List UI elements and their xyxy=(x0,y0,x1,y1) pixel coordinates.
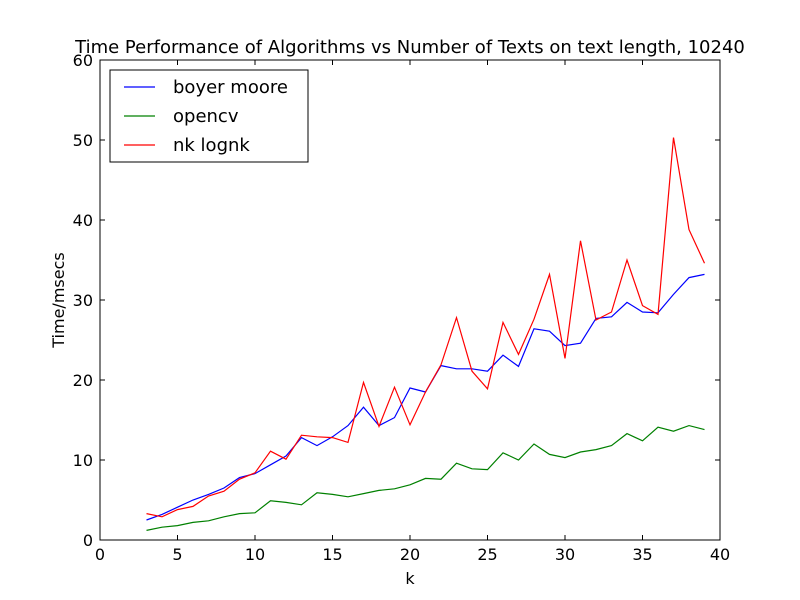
y-tick-label: 10 xyxy=(73,451,93,470)
y-tick-label: 30 xyxy=(73,291,93,310)
y-tick-label: 20 xyxy=(73,371,93,390)
y-tick-label: 50 xyxy=(73,131,93,150)
series-line-opencv xyxy=(146,424,705,531)
series-line-nk-lognk xyxy=(146,137,706,518)
legend-label-boyer-moore: boyer moore xyxy=(173,77,288,98)
y-tick-label: 60 xyxy=(73,51,93,70)
legend-label-nk-lognk: nk lognk xyxy=(173,135,250,156)
axis-ticks: 0 5 10 15 20 25 30 35 40 0 10 20 30 40 50 60 xyxy=(73,51,731,564)
x-tick-label: 35 xyxy=(632,545,652,564)
x-tick-label: 30 xyxy=(555,545,575,564)
x-tick-label: 10 xyxy=(245,545,265,564)
y-tick-label: 40 xyxy=(73,211,93,230)
chart-title: Time Performance of Algorithms vs Number… xyxy=(74,37,745,58)
x-tick-label: 25 xyxy=(477,545,497,564)
x-tick-label: 15 xyxy=(322,545,342,564)
x-tick-label: 20 xyxy=(400,545,420,564)
plot-area xyxy=(146,137,706,531)
y-axis-label: Time/msecs xyxy=(49,252,68,348)
legend-label-opencv: opencv xyxy=(173,106,239,127)
y-tick-label: 0 xyxy=(83,531,93,550)
x-tick-label: 5 xyxy=(172,545,182,564)
legend: boyer moore opencv nk lognk xyxy=(109,69,309,163)
x-tick-label: 40 xyxy=(710,545,730,564)
x-tick-label: 0 xyxy=(95,545,105,564)
x-axis-label: k xyxy=(405,569,415,588)
